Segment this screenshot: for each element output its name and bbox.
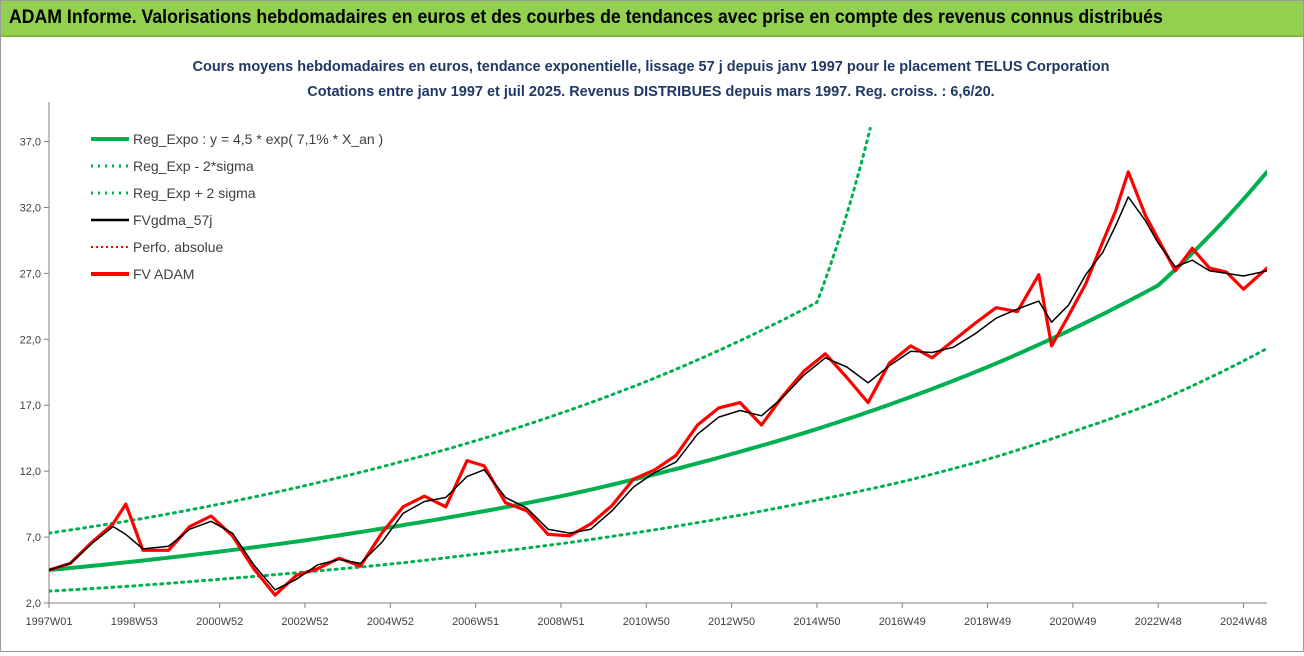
page-title: ADAM Informe. Valorisations hebdomadaire…	[9, 7, 1163, 28]
series-fv-adam	[49, 170, 1267, 597]
chart-svg: Cours moyens hebdomadaires en euros, ten…	[20, 59, 1268, 628]
x-tick-label: 2010W50	[623, 616, 670, 628]
series-reg-exp-plus-2sigma	[49, 126, 872, 535]
x-axis: 1997W01 1998W53 2000W52 2002W52 2004W52 2006W…	[25, 602, 1267, 628]
x-tick-label: 2018W49	[964, 616, 1011, 628]
y-tick-label: 37,0	[20, 137, 41, 149]
legend-label: Reg_Exp + 2 sigma	[133, 185, 256, 201]
header-banner: ADAM Informe. Valorisations hebdomadaire…	[1, 1, 1303, 37]
x-tick-label: 2012W50	[708, 616, 755, 628]
x-tick-label: 2008W51	[537, 616, 584, 628]
series-layer	[49, 126, 1267, 597]
legend-label: Reg_Exp - 2*sigma	[133, 158, 254, 174]
legend-label: FV ADAM	[133, 266, 194, 282]
y-tick-label: 27,0	[20, 268, 41, 280]
x-tick-label: 2002W52	[281, 616, 328, 628]
chart-area: Cours moyens hebdomadaires en euros, ten…	[1, 39, 1303, 651]
x-tick-label: 2020W49	[1049, 616, 1096, 628]
legend: Reg_Expo : y = 4,5 * exp( 7,1% * X_an ) R…	[91, 131, 383, 282]
x-tick-label: 2004W52	[367, 616, 414, 628]
series-fvgdma-57j	[49, 196, 1267, 591]
series-reg-exp-minus-2sigma	[49, 347, 1267, 593]
x-tick-label: 2000W52	[196, 616, 243, 628]
y-tick-label: 32,0	[20, 202, 41, 214]
x-tick-label: 1997W01	[25, 616, 72, 628]
legend-label: FVgdma_57j	[133, 212, 212, 228]
legend-label: Perfo. absolue	[133, 239, 223, 255]
chart-subtitle: Cotations entre janv 1997 et juil 2025. …	[307, 84, 994, 100]
y-tick-label: 12,0	[20, 466, 41, 478]
y-tick-label: 22,0	[20, 334, 41, 346]
legend-label: Reg_Expo : y = 4,5 * exp( 7,1% * X_an )	[133, 131, 383, 147]
x-tick-label: 2022W48	[1135, 616, 1182, 628]
x-tick-label: 2016W49	[879, 616, 926, 628]
y-tick-label: 17,0	[20, 400, 41, 412]
y-axis: 2,0 7,0 12,0 17,0 22,0 27,0 32,0 37,0	[20, 102, 50, 610]
x-tick-label: 2006W51	[452, 616, 499, 628]
chart-title: Cours moyens hebdomadaires en euros, ten…	[193, 59, 1110, 75]
y-tick-label: 2,0	[26, 598, 41, 610]
x-tick-label: 2014W50	[793, 616, 840, 628]
series-reg-expo	[49, 169, 1267, 572]
x-tick-label: 2024W48	[1220, 616, 1267, 628]
y-tick-label: 7,0	[26, 532, 41, 544]
x-tick-label: 1998W53	[111, 616, 158, 628]
